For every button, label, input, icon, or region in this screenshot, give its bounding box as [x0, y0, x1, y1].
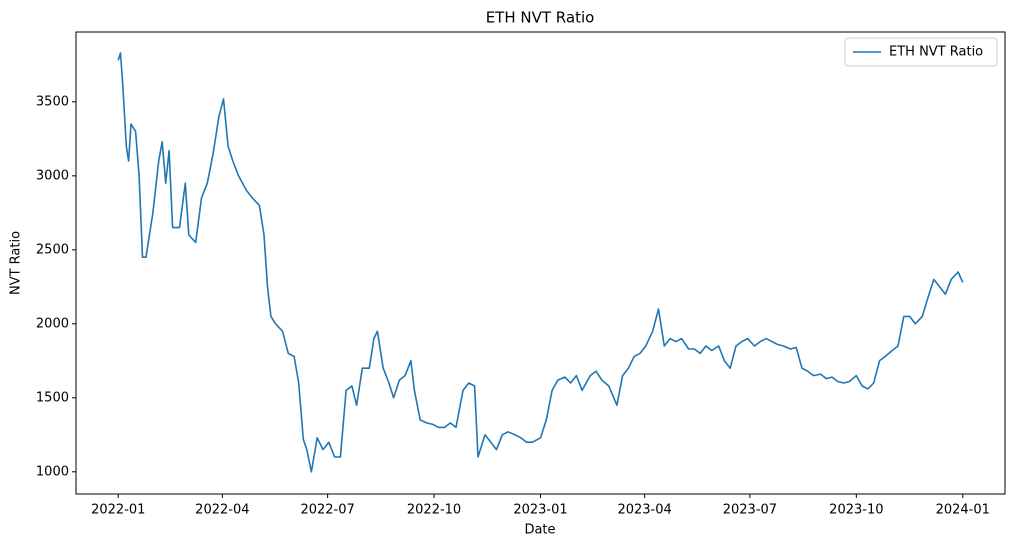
x-tick-label: 2022-01 — [91, 503, 145, 518]
legend-label: ETH NVT Ratio — [889, 45, 983, 60]
x-tick-label: 2022-04 — [195, 503, 249, 518]
line-series — [117, 52, 964, 473]
y-tick-label: 2500 — [36, 242, 69, 257]
plot-frame — [75, 31, 1006, 495]
x-tick-label: 2023-04 — [617, 503, 671, 518]
x-tick-label: 2022-10 — [407, 503, 461, 518]
x-tick-label: 2023-10 — [829, 503, 883, 518]
y-axis-label: NVT Ratio — [9, 231, 24, 295]
x-tick-label: 2022-07 — [300, 503, 354, 518]
y-tick-label: 3000 — [36, 168, 69, 183]
y-tick-label: 2000 — [36, 316, 69, 331]
x-tick-label: 2023-07 — [723, 503, 777, 518]
x-tick-label: 2023-01 — [513, 503, 567, 518]
y-tick-label: 1500 — [36, 390, 69, 405]
y-tick-label: 1000 — [36, 464, 69, 479]
x-axis-label: Date — [524, 523, 555, 538]
x-tick-label: 2024-01 — [936, 503, 990, 518]
legend-box — [844, 37, 998, 67]
y-tick-label: 3500 — [36, 94, 69, 109]
chart-title: ETH NVT Ratio — [486, 9, 595, 27]
